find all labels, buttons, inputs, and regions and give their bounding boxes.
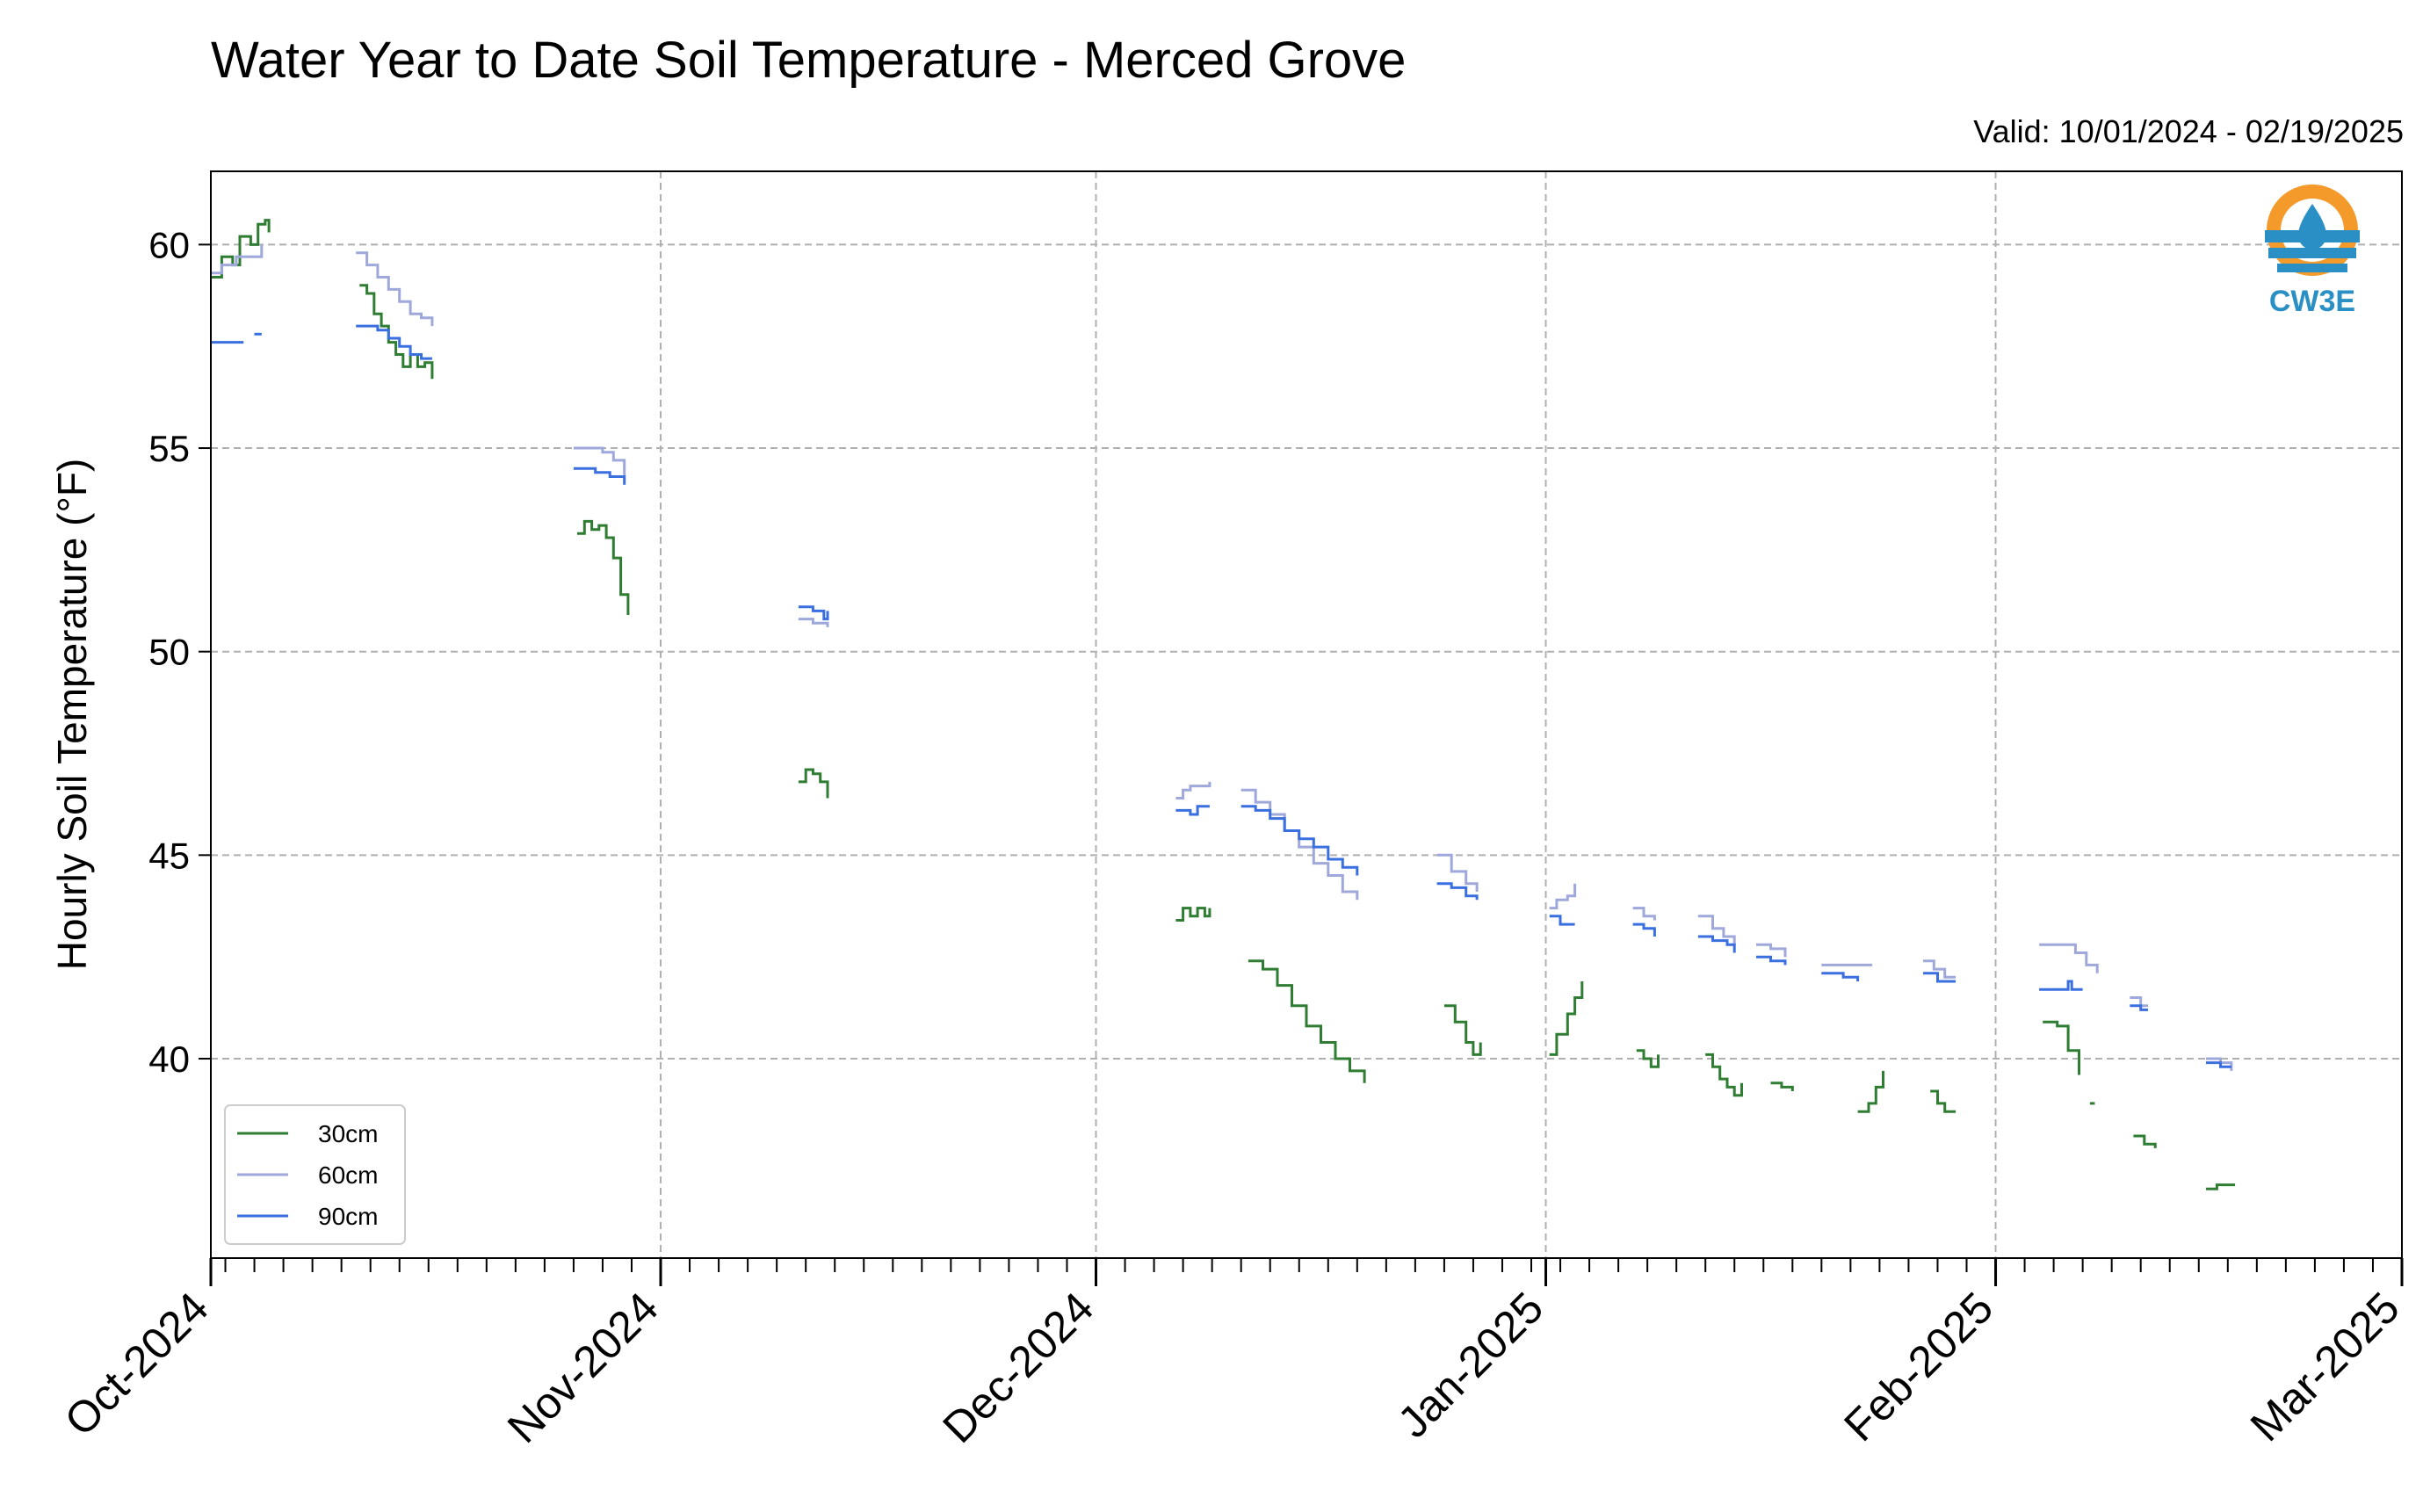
series-30cm-segment-7: [1549, 981, 1584, 1056]
legend-label-30cm: 30cm: [318, 1120, 378, 1147]
series-30cm-segment-2: [577, 519, 630, 615]
series-60cm-segment-7: [1549, 883, 1577, 910]
legend-box: [224, 1104, 406, 1245]
series-60cm-segment-10: [1756, 943, 1787, 958]
logo-wave2-icon: [2268, 248, 2356, 258]
series-60cm-segment-2: [573, 446, 626, 477]
logo-droplet-icon: [2298, 204, 2326, 250]
series-30cm-segment-15: [2133, 1134, 2157, 1148]
series-90cm-segment-4: [798, 605, 829, 621]
y-axis-label: Hourly Soil Temperature (°F): [49, 459, 95, 971]
series-30cm-segment-9: [1705, 1053, 1743, 1097]
series-30cm-segment-3: [798, 768, 829, 799]
series-60cm-segment-1: [356, 251, 434, 327]
series-30cm-segment-4: [1175, 907, 1212, 922]
y-tick-label: 50: [148, 632, 190, 673]
series-60cm-segment-3: [798, 618, 829, 627]
series-30cm-segment-0: [211, 219, 271, 279]
series-30cm-segment-6: [1443, 1004, 1482, 1056]
series-90cm-segment-3: [573, 467, 626, 485]
x-tick-label: Feb-2025: [1834, 1283, 2002, 1451]
legend-label-90cm: 90cm: [318, 1203, 378, 1230]
y-tick-label: 40: [148, 1038, 190, 1080]
series-60cm-segment-8: [1632, 907, 1656, 921]
series-90cm-segment-2: [356, 324, 432, 360]
valid-range: Valid: 10/01/2024 - 02/19/2025: [1973, 113, 2404, 149]
x-tick-label: Dec-2024: [933, 1283, 1103, 1452]
series-60cm-segment-4: [1175, 781, 1212, 799]
chart-title: Water Year to Date Soil Temperature - Me…: [211, 32, 1406, 89]
series-90cm-segment-12: [1821, 972, 1860, 981]
series-30cm: [211, 219, 2236, 1190]
series-30cm-segment-1: [359, 284, 434, 380]
series-30cm-segment-13: [2043, 1020, 2080, 1075]
series-90cm-segment-7: [1436, 882, 1479, 901]
series-60cm-segment-0: [211, 244, 264, 275]
legend-label-60cm: 60cm: [318, 1161, 378, 1189]
series-90cm-segment-14: [2039, 980, 2083, 991]
series-90cm-segment-9: [1632, 922, 1656, 937]
series-60cm-segment-13: [2039, 943, 2099, 973]
series-60cm-segment-6: [1436, 853, 1479, 892]
y-axis: 40 45 50 55 60: [148, 224, 211, 1080]
y-tick-label: 55: [148, 428, 190, 469]
series-30cm-segment-10: [1770, 1082, 1794, 1091]
series-90cm-segment-10: [1697, 935, 1736, 953]
series-30cm-segment-5: [1248, 959, 1366, 1083]
logo-text: CW3E: [2269, 285, 2355, 318]
series-90cm-segment-15: [2130, 1004, 2148, 1011]
legend: 30cm 60cm 90cm: [224, 1104, 406, 1245]
series-60cm: [211, 244, 2233, 1071]
series-60cm-segment-9: [1697, 915, 1736, 945]
x-tick-label: Jan-2025: [1388, 1283, 1552, 1447]
y-tick-label: 60: [148, 224, 190, 265]
series-90cm-segment-11: [1756, 955, 1787, 966]
series-30cm-segment-8: [1636, 1049, 1660, 1068]
plot-frame: [210, 170, 2403, 1259]
logo-wave3-icon: [2277, 264, 2347, 272]
y-tick-label: 45: [148, 835, 190, 876]
x-tick-label: Mar-2025: [2241, 1283, 2409, 1451]
series-30cm-segment-16: [2206, 1183, 2236, 1190]
series-90cm-segment-8: [1549, 915, 1575, 926]
series-90cm: [211, 324, 2231, 1068]
series-60cm-segment-12: [1923, 959, 1956, 979]
x-tick-label: Oct-2024: [55, 1283, 218, 1445]
series-30cm-segment-11: [1857, 1070, 1884, 1113]
x-tick-label: Nov-2024: [498, 1283, 668, 1452]
series-60cm-segment-5: [1240, 788, 1359, 901]
series-30cm-segment-12: [1930, 1089, 1956, 1113]
series-90cm-segment-16: [2206, 1061, 2231, 1068]
cw3e-logo: CW3E: [2265, 184, 2360, 318]
series-90cm-segment-5: [1175, 805, 1210, 816]
x-axis: Oct-2024 Nov-2024 Dec-2024 Jan-2025 Feb-2025…: [55, 1258, 2409, 1452]
series-90cm-segment-6: [1240, 805, 1359, 876]
series-layer: [211, 219, 2236, 1190]
plot-area: [211, 171, 2402, 1258]
series-90cm-segment-13: [1923, 972, 1956, 983]
series-60cm-segment-14: [2130, 996, 2148, 1008]
